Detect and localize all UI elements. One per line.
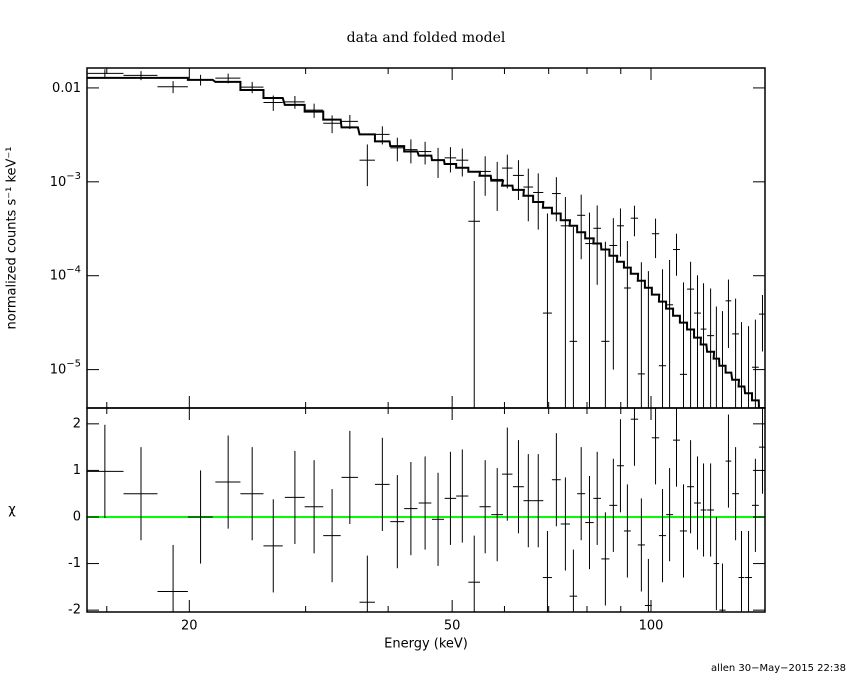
model-step-line (87, 76, 765, 408)
y-tick-label-base: 10 (50, 268, 67, 283)
y-axis-label: normalized counts s⁻¹ keV⁻¹ (5, 147, 20, 330)
footer: allen 30−May−2015 22:38 (711, 663, 846, 674)
y-tick-label: 1 (73, 463, 81, 478)
y-tick-label-base: 0.01 (52, 80, 81, 95)
top-frame (86, 67, 766, 409)
y-tick-label-exponent: −3 (66, 171, 81, 182)
x-tick-label: 100 (639, 619, 664, 634)
y-tick-label: -2 (68, 603, 81, 618)
bottom-frame (86, 407, 766, 613)
bottom-plot (87, 408, 765, 612)
y-tick-label: 10−5 (50, 359, 81, 378)
x-tick-label: 50 (444, 619, 461, 634)
y-axis-label: χ (8, 503, 16, 518)
y-tick-label: -1 (68, 556, 81, 571)
y-tick-label: 0 (73, 509, 81, 524)
y-tick-label: 2 (73, 416, 81, 431)
y-tick-label-base: 10 (50, 362, 67, 377)
y-tick-label: 0.01 (52, 80, 81, 95)
y-tick-label-exponent: −5 (66, 359, 81, 370)
chart-title: data and folded model (347, 30, 506, 46)
x-tick-label: 20 (181, 619, 198, 634)
y-tick-label-base: 10 (50, 174, 67, 189)
top-plot (87, 69, 765, 408)
y-tick-label: 10−4 (50, 265, 81, 284)
x-axis-label: Energy (keV) (384, 637, 468, 652)
y-tick-label-exponent: −4 (66, 265, 81, 276)
y-tick-label: 10−3 (50, 171, 81, 190)
